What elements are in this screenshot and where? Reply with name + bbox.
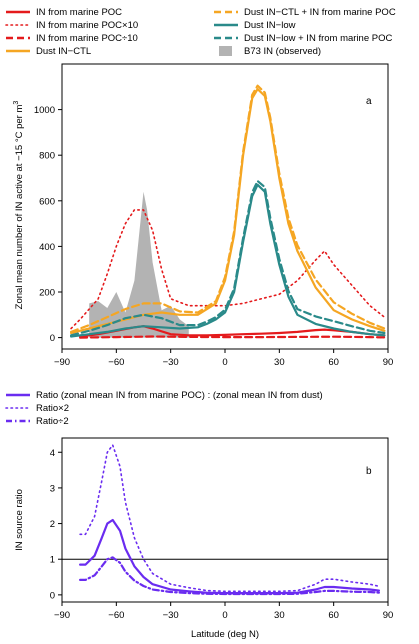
y-tick-label-1-3: 3 (50, 483, 55, 494)
x-tick-label-0-5: 60 (328, 357, 339, 368)
legend-swatch-a-7 (219, 46, 232, 56)
x-tick-label-1-6: 90 (383, 610, 394, 621)
legend-entry-a-2: IN from marine POC÷10 (36, 33, 138, 44)
legend-a: IN from marine POC IN from marine POC×10… (5, 7, 396, 57)
legend-b: Ratio (zonal mean IN from marine POC) : … (5, 390, 323, 427)
y-tick-label-0-5: 1000 (34, 105, 55, 116)
panel-b-label: b (366, 466, 372, 477)
x-tick-label-0-1: −60 (108, 357, 124, 368)
x-tick-label-1-3: 0 (222, 610, 227, 621)
legend-entry-b-1: Ratio×2 (36, 403, 69, 414)
y-tick-label-0-3: 600 (39, 196, 55, 207)
legend-entry-a-4: Dust IN−CTL + IN from marine POC (244, 7, 396, 18)
series-line-0-6 (70, 179, 386, 337)
series-line-1-1 (79, 444, 380, 593)
y-tick-label-1-1: 1 (50, 555, 55, 566)
y-tick-label-1-2: 2 (50, 519, 55, 530)
y-tick-label-0-4: 800 (39, 151, 55, 162)
x-tick-label-0-4: 30 (274, 357, 285, 368)
legend-entry-a-5: Dust IN−low (244, 20, 296, 31)
legend-entry-a-1: IN from marine POC×10 (36, 20, 138, 31)
series-area-0-7 (89, 191, 189, 338)
x-tick-label-1-2: −30 (163, 610, 179, 621)
y-tick-label-0-1: 200 (39, 288, 55, 299)
y-tick-label-1-4: 4 (50, 448, 55, 459)
panel-a-ylabel: Zonal mean number of IN active at −15 °C… (13, 101, 25, 310)
x-tick-label-1-1: −60 (108, 610, 124, 621)
series-line-0-4 (70, 84, 386, 333)
legend-entry-b-2: Ratio÷2 (36, 416, 69, 427)
panel-a-plot: −90 −60 −30 0 30 60 90 0 200 400 600 800 1000 a Zona… (13, 63, 394, 368)
x-tick-label-1-0: −90 (54, 610, 70, 621)
x-tick-label-0-3: 0 (222, 357, 227, 368)
series-line-1-2 (79, 556, 380, 596)
y-tick-label-0-0: 0 (50, 333, 55, 344)
y-tick-label-1-0: 0 (50, 590, 55, 601)
panel-b-ylabel: IN source ratio (14, 489, 25, 551)
legend-entry-b-0: Ratio (zonal mean IN from marine POC) : … (36, 390, 323, 401)
x-tick-label-0-6: 90 (383, 357, 394, 368)
series-line-0-2 (79, 335, 386, 339)
legend-entry-a-3: Dust IN−CTL (36, 46, 91, 57)
x-tick-label-0-0: −90 (54, 357, 70, 368)
x-tick-label-1-4: 30 (274, 610, 285, 621)
panel-b-xlabel: Latitude (deg N) (191, 629, 259, 640)
series-line-1-0 (79, 518, 380, 595)
series-line-0-1 (70, 209, 386, 330)
legend-entry-a-7: B73 IN (observed) (244, 46, 321, 57)
panel-a-label: a (366, 96, 372, 107)
legend-entry-a-0: IN from marine POC (36, 7, 122, 18)
y-tick-label-0-2: 400 (39, 242, 55, 253)
x-tick-label-1-5: 60 (328, 610, 339, 621)
legend-entry-a-6: Dust IN−low + IN from marine POC (244, 33, 392, 44)
x-tick-label-0-2: −30 (163, 357, 179, 368)
